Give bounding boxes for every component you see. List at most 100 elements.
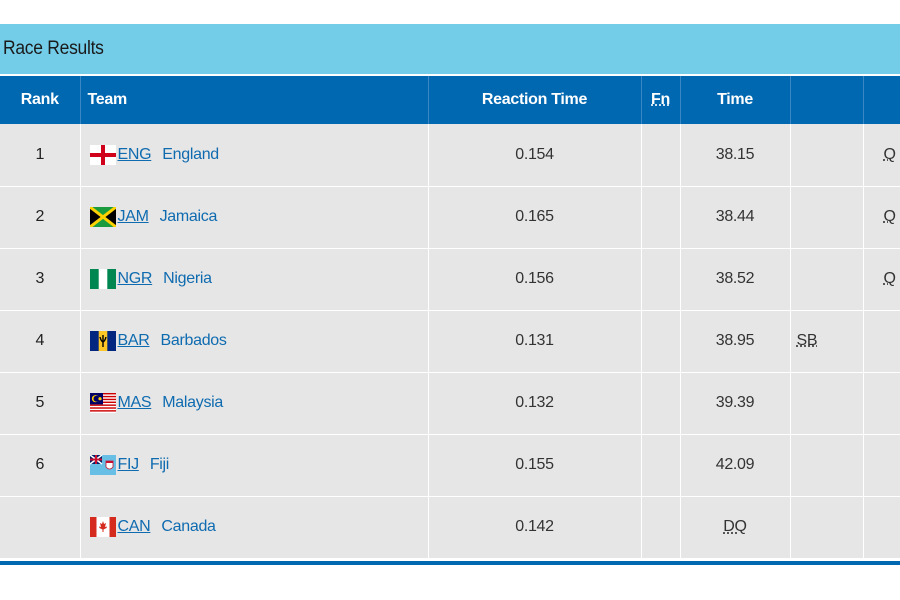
reaction-time-cell: 0.155 — [428, 433, 642, 496]
column-header-time[interactable]: Time — [680, 76, 791, 124]
record-cell — [790, 247, 864, 310]
eng-flag-icon — [89, 144, 116, 165]
team-cell: ENG England — [80, 124, 429, 186]
team-name-link[interactable]: Jamaica — [159, 208, 218, 225]
time-cell: 38.15 — [680, 124, 791, 186]
reaction-time-cell: 0.132 — [428, 371, 642, 434]
rank-cell — [0, 495, 81, 558]
record-cell: SB — [790, 309, 864, 372]
record-cell — [790, 495, 864, 558]
time-value[interactable]: DQ — [723, 518, 747, 536]
time-value: 38.95 — [715, 332, 755, 349]
team-name-link[interactable]: England — [162, 145, 219, 163]
fn-cell — [641, 247, 681, 310]
can-flag-icon — [89, 517, 116, 538]
fn-abbr[interactable]: Fn — [651, 91, 670, 108]
ngr-flag-icon — [89, 269, 116, 289]
fn-cell — [641, 309, 681, 372]
fn-cell — [641, 495, 681, 558]
time-cell: DQ — [680, 495, 791, 558]
record-cell — [790, 371, 864, 434]
table-header-row: Rank Team Reaction Time Fn Time — [0, 76, 900, 124]
rank-cell: 1 — [0, 124, 81, 186]
qualification-cell: Q — [863, 124, 900, 186]
reaction-time-cell: 0.156 — [428, 247, 642, 310]
team-name-link[interactable]: Nigeria — [163, 270, 212, 287]
table-row: 5 MAS Malaysia 0.132 39.39 — [0, 371, 900, 434]
rank-cell: 2 — [0, 185, 81, 248]
bar-flag-icon — [89, 331, 116, 351]
time-value: 39.39 — [715, 394, 755, 411]
fn-cell — [641, 371, 681, 434]
team-name-link[interactable]: Barbados — [160, 332, 227, 349]
rank-cell: 5 — [0, 371, 81, 434]
race-results-panel: Race Results Rank Team Reaction Time Fn … — [0, 24, 900, 558]
table-row: CAN Canada 0.142 DQ — [0, 495, 900, 558]
qualification-cell: Q — [863, 185, 900, 248]
team-code-link[interactable]: BAR — [117, 332, 150, 349]
time-cell: 38.52 — [680, 247, 791, 310]
table-bottom-border — [0, 561, 900, 565]
time-value: 38.15 — [715, 145, 755, 163]
team-cell: NGR Nigeria — [80, 247, 429, 310]
team-code-link[interactable]: ENG — [117, 145, 152, 163]
results-table: Rank Team Reaction Time Fn Time 1 ENG Engl… — [0, 76, 900, 558]
column-header-fn[interactable]: Fn — [641, 76, 681, 124]
column-header-rank[interactable]: Rank — [0, 76, 81, 124]
column-header-record — [790, 76, 864, 124]
fn-cell — [641, 433, 681, 496]
rank-cell: 3 — [0, 247, 81, 310]
table-row: 2 JAM Jamaica 0.165 38.44 Q — [0, 185, 900, 248]
table-row: 6 FIJ Fiji 0.155 42.09 — [0, 433, 900, 496]
reaction-time-cell: 0.142 — [428, 495, 642, 558]
team-cell: CAN Canada — [80, 495, 429, 558]
title-bar: Race Results — [0, 24, 900, 76]
team-code-link[interactable]: JAM — [117, 208, 149, 225]
team-code-link[interactable]: CAN — [117, 518, 151, 536]
fn-cell — [641, 124, 681, 186]
qualification-cell — [863, 309, 900, 372]
table-row: 3 NGR Nigeria 0.156 38.52 Q — [0, 247, 900, 310]
column-header-qualification — [863, 76, 900, 124]
qualification-cell — [863, 433, 900, 496]
time-cell: 39.39 — [680, 371, 791, 434]
team-name-link[interactable]: Canada — [161, 518, 216, 536]
time-cell: 42.09 — [680, 433, 791, 496]
team-cell: MAS Malaysia — [80, 371, 429, 434]
qualification-cell: Q — [863, 247, 900, 310]
record-cell — [790, 433, 864, 496]
team-name-link[interactable]: Malaysia — [162, 394, 224, 411]
qualification-badge[interactable]: Q — [883, 208, 896, 225]
column-header-reaction-time[interactable]: Reaction Time — [428, 76, 642, 124]
qualification-badge[interactable]: Q — [883, 270, 896, 287]
time-cell: 38.95 — [680, 309, 791, 372]
reaction-time-cell: 0.154 — [428, 124, 642, 186]
team-code-link[interactable]: NGR — [117, 270, 153, 287]
time-value: 38.44 — [715, 208, 755, 225]
qualification-badge[interactable]: Q — [883, 145, 896, 163]
record-badge[interactable]: SB — [796, 332, 818, 349]
table-row: 4 BAR Barbados 0.131 38.95 SB — [0, 309, 900, 372]
panel-title: Race Results — [3, 38, 104, 59]
time-cell: 38.44 — [680, 185, 791, 248]
team-cell: JAM Jamaica — [80, 185, 429, 248]
rank-cell: 4 — [0, 309, 81, 372]
mas-flag-icon — [89, 393, 116, 413]
qualification-cell — [863, 371, 900, 434]
reaction-time-cell: 0.131 — [428, 309, 642, 372]
team-name-link[interactable]: Fiji — [149, 456, 170, 473]
reaction-time-cell: 0.165 — [428, 185, 642, 248]
team-code-link[interactable]: MAS — [117, 394, 152, 411]
record-cell — [790, 124, 864, 186]
rank-cell: 6 — [0, 433, 81, 496]
fij-flag-icon — [89, 455, 116, 475]
team-cell: FIJ Fiji — [80, 433, 429, 496]
team-cell: BAR Barbados — [80, 309, 429, 372]
team-code-link[interactable]: FIJ — [117, 456, 140, 473]
record-cell — [790, 185, 864, 248]
time-value: 38.52 — [715, 270, 755, 287]
column-header-team[interactable]: Team — [80, 76, 429, 124]
table-row: 1 ENG England 0.154 38.15 Q — [0, 124, 900, 186]
time-value: 42.09 — [715, 456, 755, 473]
qualification-cell — [863, 495, 900, 558]
